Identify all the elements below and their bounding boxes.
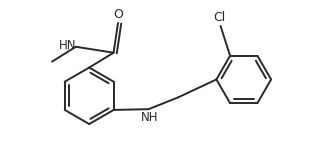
- Text: Cl: Cl: [213, 11, 225, 24]
- Text: HN: HN: [59, 39, 76, 52]
- Text: NH: NH: [141, 111, 159, 124]
- Text: O: O: [113, 8, 123, 21]
